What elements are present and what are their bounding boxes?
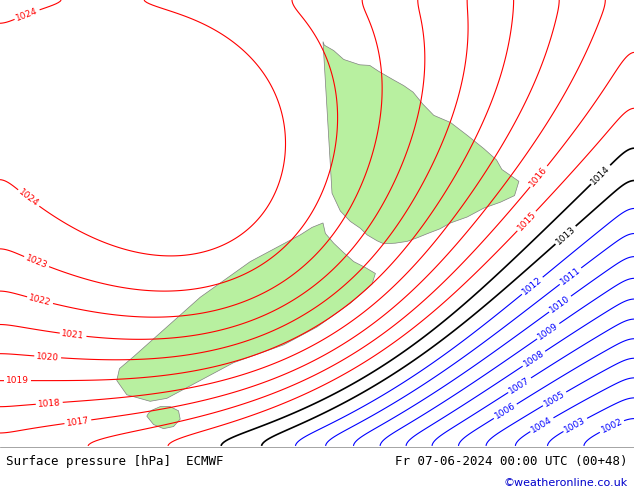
Text: 1018: 1018 xyxy=(37,398,61,409)
Text: 1015: 1015 xyxy=(515,210,538,232)
Text: 1023: 1023 xyxy=(24,253,49,270)
Text: 1016: 1016 xyxy=(528,165,550,188)
Text: 1014: 1014 xyxy=(590,164,612,186)
Text: Surface pressure [hPa]  ECMWF: Surface pressure [hPa] ECMWF xyxy=(6,455,224,468)
Text: 1011: 1011 xyxy=(559,266,582,287)
Text: 1007: 1007 xyxy=(507,375,532,395)
Text: 1017: 1017 xyxy=(66,416,90,428)
Text: 1013: 1013 xyxy=(554,224,577,246)
Text: 1020: 1020 xyxy=(36,352,60,362)
Text: 1022: 1022 xyxy=(28,293,52,307)
Polygon shape xyxy=(147,407,180,429)
Text: 1012: 1012 xyxy=(521,275,544,296)
Text: 1024: 1024 xyxy=(17,188,41,209)
Text: 1005: 1005 xyxy=(542,389,567,409)
Text: 1021: 1021 xyxy=(61,329,85,341)
Text: ©weatheronline.co.uk: ©weatheronline.co.uk xyxy=(503,478,628,489)
Text: 1006: 1006 xyxy=(493,401,517,421)
Polygon shape xyxy=(117,223,375,401)
Text: 1004: 1004 xyxy=(529,415,554,434)
Text: 1003: 1003 xyxy=(563,416,588,434)
Text: 1008: 1008 xyxy=(522,348,546,369)
Text: Fr 07-06-2024 00:00 UTC (00+48): Fr 07-06-2024 00:00 UTC (00+48) xyxy=(395,455,628,468)
Text: 1010: 1010 xyxy=(548,294,572,315)
Polygon shape xyxy=(323,42,519,244)
Text: 1019: 1019 xyxy=(6,376,29,385)
Text: 1009: 1009 xyxy=(536,321,560,342)
Text: 1024: 1024 xyxy=(15,6,39,23)
Text: 1002: 1002 xyxy=(600,417,624,435)
